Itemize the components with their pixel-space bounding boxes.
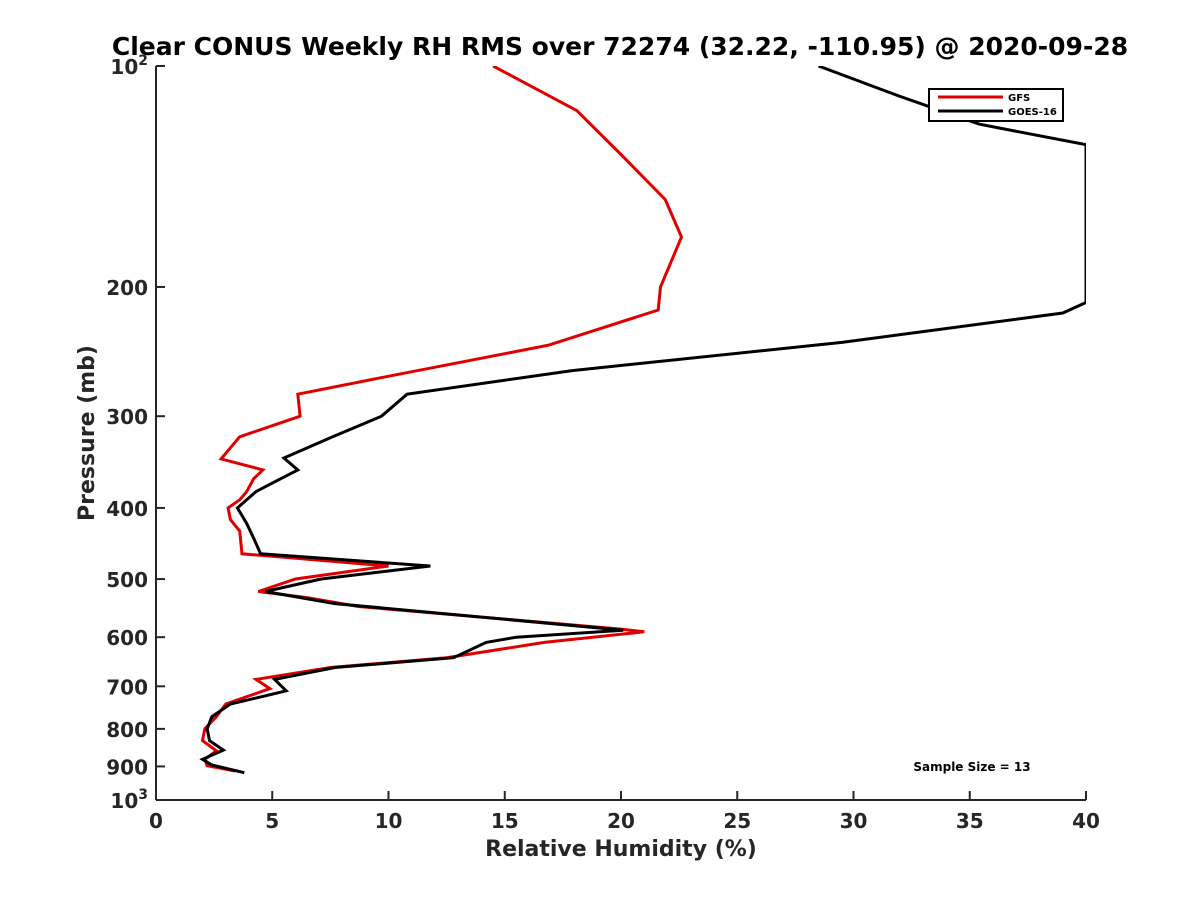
y-tick-label: 900 [106, 755, 148, 779]
y-axis-ticks: 102 200 300 400 500 600 700 800 900 103 [106, 53, 165, 813]
sample-size-annotation: Sample Size = 13 [913, 760, 1030, 774]
y-tick-label: 300 [106, 405, 148, 429]
x-tick-label: 25 [723, 809, 751, 833]
chart-title: Clear CONUS Weekly RH RMS over 72274 (32… [112, 32, 1128, 61]
x-tick-label: 35 [956, 809, 984, 833]
axes-frame [156, 66, 1086, 800]
legend-box [928, 88, 1064, 122]
x-tick-label: 15 [491, 809, 519, 833]
x-tick-label: 20 [607, 809, 635, 833]
y-tick-label: 400 [106, 497, 148, 521]
y-tick-label: 800 [106, 718, 148, 742]
y-tick-label: 102 [110, 53, 148, 79]
y-tick-label: 200 [106, 276, 148, 300]
x-tick-label: 30 [840, 809, 868, 833]
x-tick-label: 0 [149, 809, 163, 833]
legend: GFS GOES-16 [928, 88, 1064, 122]
x-axis-label: Relative Humidity (%) [485, 837, 757, 862]
y-tick-label: 500 [106, 568, 148, 592]
y-tick-label: 103 [110, 787, 148, 813]
series-line-gfs [200, 66, 684, 773]
x-tick-label: 40 [1072, 809, 1100, 833]
y-tick-label: 600 [106, 626, 148, 650]
legend-label-gfs: GFS [1008, 93, 1030, 104]
x-tick-label: 5 [265, 809, 279, 833]
series-line-goes16 [199, 66, 1086, 775]
x-tick-label: 10 [375, 809, 403, 833]
y-axis-label: Pressure (mb) [75, 345, 100, 521]
legend-label-goes16: GOES-16 [1008, 107, 1057, 118]
y-tick-label: 700 [106, 675, 148, 699]
plot-area [199, 66, 1086, 775]
x-axis-ticks: 0 5 10 15 20 25 30 35 40 [149, 791, 1100, 833]
